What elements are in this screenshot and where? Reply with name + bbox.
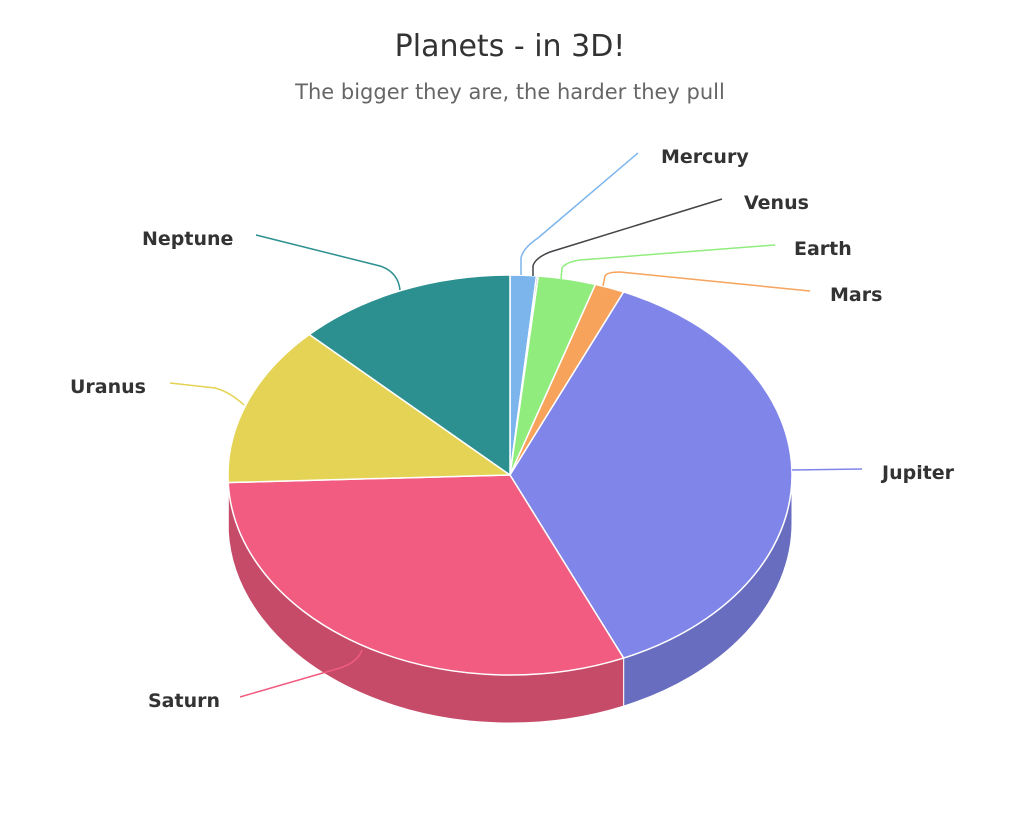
data-label-mercury: Mercury bbox=[661, 146, 749, 168]
data-label-neptune: Neptune bbox=[142, 228, 233, 250]
connector-saturn bbox=[239, 649, 363, 698]
slice-jupiter[interactable] bbox=[509, 291, 793, 659]
data-label-earth: Earth bbox=[794, 238, 852, 260]
data-label-uranus: Uranus bbox=[70, 376, 146, 398]
data-label-jupiter: Jupiter bbox=[880, 462, 955, 484]
connector-mercury bbox=[520, 152, 639, 275]
data-label-venus: Venus bbox=[744, 192, 809, 214]
connector-venus bbox=[532, 198, 723, 276]
connector-neptune bbox=[255, 234, 401, 291]
slice-uranus[interactable] bbox=[227, 333, 511, 484]
connector-jupiter bbox=[791, 468, 863, 471]
chart-title: Planets - in 3D! bbox=[395, 29, 626, 64]
connector-earth bbox=[560, 244, 776, 280]
connector-mars bbox=[602, 271, 811, 292]
data-label-saturn: Saturn bbox=[148, 690, 220, 712]
slice-saturn[interactable] bbox=[227, 474, 625, 676]
data-label-mars: Mars bbox=[830, 284, 882, 306]
connector-uranus bbox=[169, 382, 245, 406]
chart-subtitle: The bigger they are, the harder they pul… bbox=[294, 80, 725, 104]
slice-neptune[interactable] bbox=[308, 274, 511, 476]
